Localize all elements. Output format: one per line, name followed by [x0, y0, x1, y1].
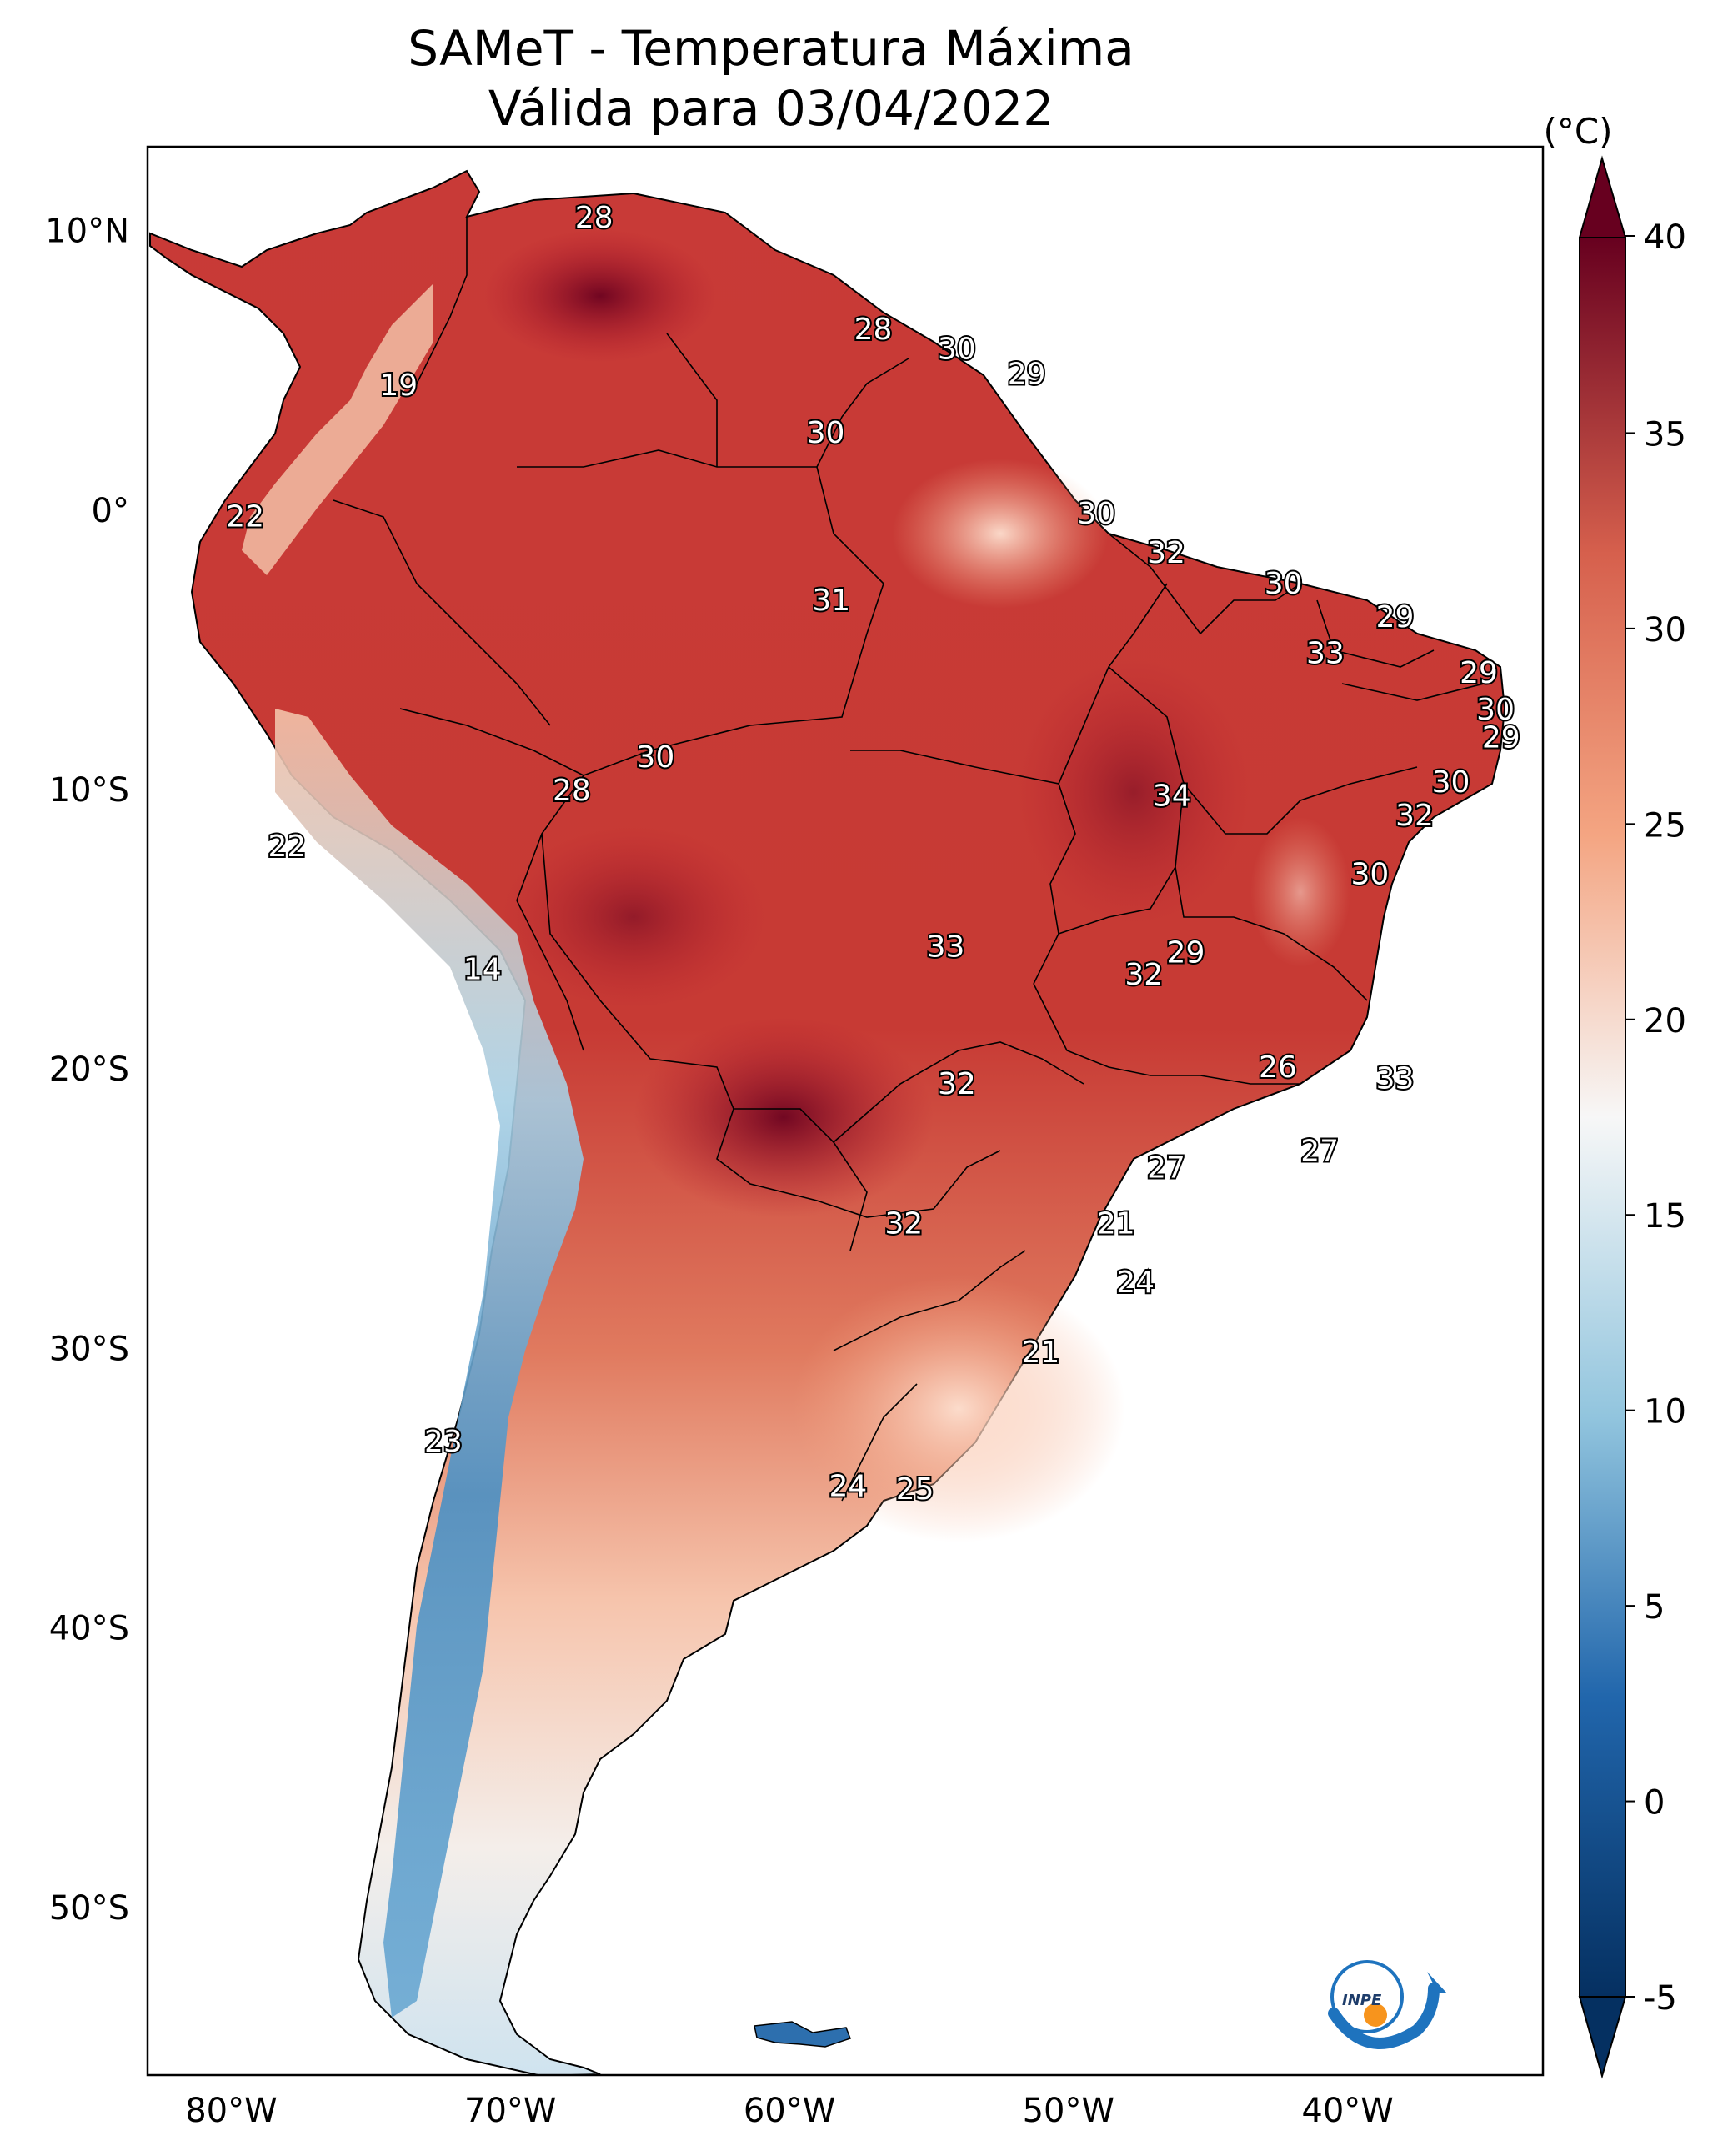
- temperature-value-label: 29: [1460, 656, 1498, 690]
- inpe-logo-text: INPE: [1342, 1992, 1382, 2009]
- temperature-value-label: 30: [636, 740, 674, 775]
- temperature-value-label: 33: [927, 930, 965, 965]
- temperature-value-label: 27: [1300, 1134, 1339, 1168]
- longitude-label: 50°W: [1023, 2092, 1114, 2130]
- country-borders: [333, 217, 1485, 1502]
- temperature-value-label: 29: [1167, 935, 1205, 970]
- temperature-value-label: 32: [1147, 536, 1185, 570]
- latitude-label: 10°S: [49, 771, 129, 810]
- latitude-label: 50°S: [49, 1889, 129, 1928]
- temperature-value-label: 19: [379, 369, 418, 403]
- temperature-value-label: 29: [1482, 720, 1520, 755]
- temperature-value-label: 31: [812, 584, 850, 618]
- temperature-value-label: 23: [424, 1425, 463, 1459]
- colorbar-tick-label: 10: [1644, 1393, 1686, 1431]
- map-title: SAMeT - Temperatura Máxima: [408, 20, 1134, 77]
- colorbar-extend-min: [1578, 1996, 1627, 2079]
- hot-region-central: [500, 825, 767, 1009]
- temperature-value-label: 21: [1097, 1207, 1135, 1241]
- temperature-value-label: 22: [226, 499, 264, 534]
- colorbar-extend-max: [1578, 155, 1627, 238]
- latitude-label: 30°S: [49, 1330, 129, 1368]
- temperature-value-label: 30: [1432, 765, 1470, 800]
- mild-region-para: [892, 459, 1109, 609]
- temperature-value-label: 30: [1476, 693, 1515, 727]
- temperature-value-label: 21: [1021, 1336, 1059, 1370]
- andes-cold-strip: [275, 709, 584, 2018]
- falkland-islands: [754, 2021, 851, 2048]
- temperature-value-label: 33: [1376, 1061, 1415, 1096]
- temperature-value-label: 24: [829, 1470, 867, 1504]
- temperature-value-label: 28: [553, 774, 591, 808]
- colorbar: 40 35 30 25 20 15 10 5 0 -5 (°C): [1543, 111, 1686, 2079]
- temperature-value-label: 32: [884, 1207, 923, 1241]
- map-subtitle: Válida para 03/04/2022: [488, 80, 1054, 137]
- temperature-value-label: 32: [1395, 799, 1434, 833]
- colorbar-unit: (°C): [1543, 111, 1612, 152]
- colorbar-tick-label: 40: [1644, 218, 1686, 257]
- longitude-label: 60°W: [744, 2092, 835, 2130]
- colorbar-tick-label: 25: [1644, 806, 1686, 845]
- hot-region-north: [483, 229, 717, 363]
- longitude-label: 40°W: [1301, 2092, 1393, 2130]
- hot-region-northeast: [1017, 659, 1250, 925]
- temperature-value-label: 32: [1124, 958, 1163, 992]
- colorbar-tick-label: 20: [1644, 1002, 1686, 1040]
- mild-region-south: [792, 1276, 1125, 1542]
- northern-andes: [242, 283, 433, 575]
- hot-region-chaco: [634, 1017, 934, 1217]
- inpe-logo-arrow: [1427, 1972, 1447, 1993]
- colorbar-tick-label: 15: [1644, 1197, 1686, 1236]
- map-frame: [146, 145, 1545, 2077]
- latitude-labels: 10°N 0° 10°S 20°S 30°S 40°S 50°S: [45, 213, 129, 1928]
- temperature-value-label: 29: [1008, 358, 1046, 392]
- temperature-value-label: 24: [1116, 1266, 1155, 1300]
- inpe-logo: INPE: [1328, 1960, 1447, 2049]
- temperature-value-label: 33: [1306, 637, 1345, 671]
- temperature-value-label: 30: [1351, 858, 1390, 892]
- mild-region-bahia: [1250, 817, 1350, 967]
- inpe-logo-ring: [1330, 1960, 1404, 2033]
- temperature-value-label: 25: [896, 1472, 934, 1507]
- colorbar-scale: [1579, 237, 1626, 1998]
- latitude-label: 0°: [92, 492, 129, 530]
- temperature-value-label: 27: [1147, 1151, 1185, 1186]
- longitude-label: 80°W: [185, 2092, 277, 2130]
- latitude-label: 10°N: [45, 213, 129, 251]
- temperature-value-label: 30: [1077, 497, 1115, 531]
- colorbar-tick-label: 0: [1644, 1784, 1665, 1823]
- temperature-value-label: 28: [575, 201, 614, 235]
- longitude-label: 70°W: [464, 2092, 556, 2130]
- colorbar-tick-label: 35: [1644, 415, 1686, 454]
- temperature-value-label: 30: [938, 332, 976, 366]
- temperature-value-label: 22: [268, 830, 306, 864]
- temperature-value-label: 28: [854, 313, 893, 347]
- colorbar-tick-label: 5: [1644, 1588, 1665, 1627]
- inpe-logo-arc: [1328, 1983, 1440, 2049]
- inpe-logo-dot: [1364, 2003, 1387, 2027]
- colorbar-tick-label: 30: [1644, 611, 1686, 649]
- temperature-value-label: 26: [1259, 1050, 1297, 1085]
- temperature-value-label: 30: [807, 416, 845, 450]
- colorbar-ticks: 40 35 30 25 20 15 10 5 0 -5: [1625, 218, 1686, 2018]
- longitude-labels: 80°W 70°W 60°W 50°W 40°W: [185, 2092, 1394, 2130]
- temperature-value-label: 29: [1376, 600, 1415, 634]
- latitude-label: 40°S: [49, 1610, 129, 1648]
- temperature-value-label: 14: [463, 953, 502, 987]
- temperature-value-label: 32: [938, 1067, 976, 1101]
- latitude-label: 20°S: [49, 1050, 129, 1089]
- colorbar-tick-label: -5: [1644, 1979, 1677, 2018]
- temperature-value-label: 34: [1153, 780, 1191, 814]
- temperature-value-label: 30: [1265, 567, 1303, 601]
